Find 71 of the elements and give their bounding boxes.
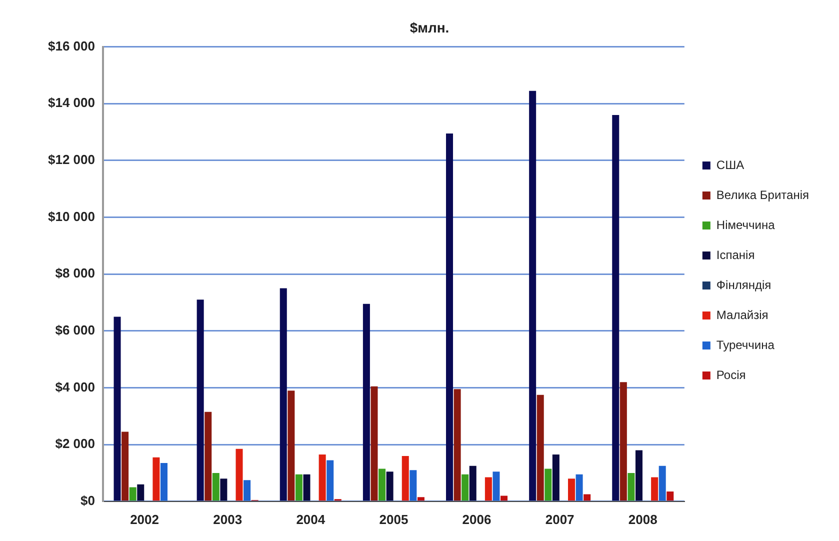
bar xyxy=(658,466,666,501)
y-tick-label: $10 000 xyxy=(48,208,95,224)
bar xyxy=(303,474,310,501)
bar xyxy=(326,460,334,501)
y-tick-label: $12 000 xyxy=(48,152,95,168)
bar xyxy=(529,90,536,501)
bar xyxy=(484,477,492,501)
bar xyxy=(204,412,212,501)
bar xyxy=(137,484,144,501)
legend-label: Фінляндія xyxy=(716,278,772,292)
bar xyxy=(651,477,658,501)
legend-label: Велика Британія xyxy=(716,188,810,202)
bar xyxy=(410,470,417,501)
bar xyxy=(666,491,674,501)
bar xyxy=(568,478,576,501)
bar xyxy=(220,478,228,501)
x-tick-label: 2004 xyxy=(296,512,326,527)
y-tick-label: $16 000 xyxy=(48,38,95,54)
x-tick-label: 2005 xyxy=(379,512,408,527)
bar xyxy=(544,468,552,501)
bar xyxy=(469,466,476,501)
y-tick-label: $6 000 xyxy=(55,322,95,338)
bar xyxy=(362,304,370,501)
y-tick-label: $0 xyxy=(80,492,95,508)
bar xyxy=(628,472,635,501)
bar xyxy=(492,472,500,501)
y-tick-label: $4 000 xyxy=(55,379,95,394)
y-tick-label: $8 000 xyxy=(55,266,95,281)
bar xyxy=(122,432,129,501)
bar xyxy=(462,474,469,501)
bar xyxy=(446,133,454,501)
bar xyxy=(612,114,620,501)
bar xyxy=(536,394,544,501)
bar xyxy=(584,494,591,501)
bar xyxy=(402,456,409,501)
bar xyxy=(552,454,560,501)
bar xyxy=(212,472,220,501)
legend-label: Малайзія xyxy=(716,308,768,322)
legend-label: Іспанія xyxy=(716,248,755,262)
legend-label: Німеччина xyxy=(716,218,776,232)
bar xyxy=(370,386,378,501)
bar xyxy=(378,468,386,501)
x-tick-label: 2006 xyxy=(462,512,492,527)
legend-label: Туреччина xyxy=(716,338,775,352)
bar xyxy=(635,450,642,501)
bar xyxy=(129,487,136,501)
bar xyxy=(417,497,424,501)
bar xyxy=(295,474,302,501)
bar xyxy=(236,448,243,501)
bar xyxy=(114,316,121,501)
x-tick-label: 2002 xyxy=(130,512,159,527)
legend-label: Росія xyxy=(716,368,746,382)
bar xyxy=(160,463,168,501)
x-tick-label: 2008 xyxy=(628,512,658,527)
bar xyxy=(288,390,295,501)
bar xyxy=(620,382,627,501)
y-tick-label: $14 000 xyxy=(48,95,95,110)
bar xyxy=(500,496,508,501)
legend-label: США xyxy=(716,158,744,172)
bar xyxy=(152,457,160,501)
bar xyxy=(576,474,583,501)
chart-title: $млн. xyxy=(410,19,450,36)
bar xyxy=(280,288,287,501)
bar xyxy=(454,389,461,501)
bar xyxy=(318,454,326,501)
bar xyxy=(386,472,394,501)
y-tick-label: $2 000 xyxy=(55,436,95,452)
bar xyxy=(196,300,204,501)
bar xyxy=(244,480,251,501)
x-tick-label: 2003 xyxy=(213,512,242,527)
x-tick-label: 2007 xyxy=(545,512,574,527)
